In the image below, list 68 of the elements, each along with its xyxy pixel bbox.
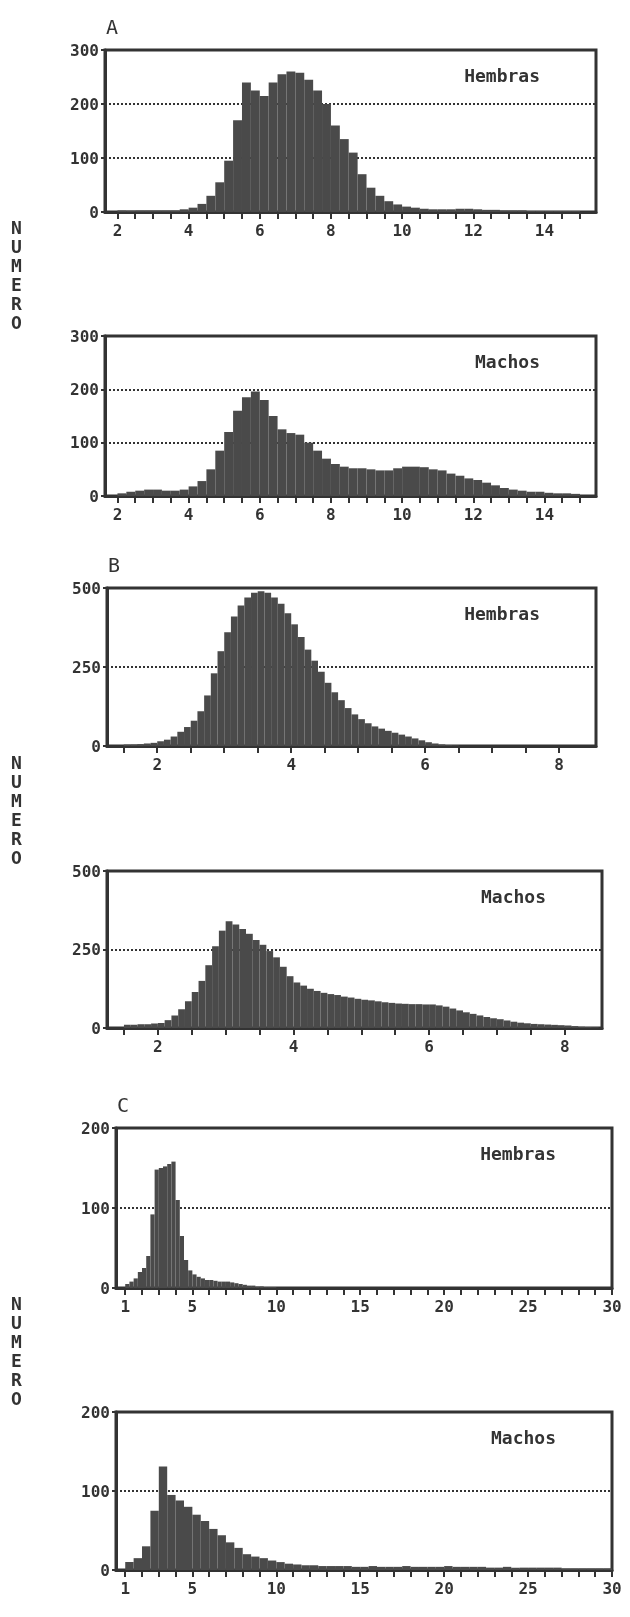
x-tick-label: 25 xyxy=(518,1296,538,1316)
x-tick-label: 1 xyxy=(120,1578,131,1598)
x-tick-label: 15 xyxy=(350,1578,370,1598)
x-tick-label: 4 xyxy=(288,1036,299,1056)
x-tick-label: 5 xyxy=(187,1578,198,1598)
y-tick-label: 0 xyxy=(100,1560,110,1580)
y-tick-label: 100 xyxy=(81,1198,110,1218)
y-tick-label: 200 xyxy=(81,1402,110,1422)
y-tick-label: 500 xyxy=(72,861,101,881)
x-tick-label: 8 xyxy=(559,1036,570,1056)
x-tick-label: 4 xyxy=(286,754,297,774)
x-tick-label: 8 xyxy=(326,504,336,524)
x-tick-label: 14 xyxy=(534,504,555,524)
y-tick-label: 100 xyxy=(81,1481,110,1501)
y-tick-label: 200 xyxy=(70,379,99,399)
annotation: Machos xyxy=(480,885,547,907)
x-tick-label: 30 xyxy=(602,1296,622,1316)
chart-title: B xyxy=(108,553,121,577)
x-tick-label: 2 xyxy=(112,220,123,240)
y-tick-label: 0 xyxy=(91,1018,101,1038)
y-tick-label: 300 xyxy=(70,326,99,346)
y-tick-label: 250 xyxy=(72,657,101,677)
x-tick-label: 4 xyxy=(183,504,194,524)
y-axis-title: NUMERO xyxy=(6,1293,27,1407)
x-tick-label: 2 xyxy=(152,754,163,774)
x-tick-label: 12 xyxy=(463,504,483,524)
y-axis-title: NUMERO xyxy=(6,751,27,866)
x-tick-label: 14 xyxy=(534,220,555,240)
x-tick-label: 10 xyxy=(266,1296,286,1316)
x-tick-label: 10 xyxy=(392,220,412,240)
y-tick-label: 0 xyxy=(89,486,99,506)
chart-title: A xyxy=(106,15,119,39)
x-tick-label: 2 xyxy=(112,504,123,524)
x-tick-label: 10 xyxy=(266,1578,286,1598)
x-tick-label: 30 xyxy=(602,1578,622,1598)
y-tick-label: 0 xyxy=(91,736,101,756)
y-tick-label: 0 xyxy=(100,1278,110,1298)
annotation: Hembras xyxy=(464,64,540,86)
y-tick-label: 200 xyxy=(81,1118,110,1138)
x-tick-label: 20 xyxy=(434,1578,454,1598)
y-tick-label: 200 xyxy=(70,94,99,114)
y-tick-label: 500 xyxy=(72,578,101,598)
x-tick-label: 4 xyxy=(183,220,194,240)
x-tick-label: 12 xyxy=(463,220,483,240)
annotation: Machos xyxy=(474,350,541,372)
y-tick-label: 250 xyxy=(72,940,101,959)
x-tick-label: 1 xyxy=(120,1296,131,1316)
y-tick-label: 100 xyxy=(70,148,99,168)
annotation: Machos xyxy=(490,1426,557,1448)
x-tick-label: 8 xyxy=(554,754,564,774)
x-tick-label: 20 xyxy=(434,1296,454,1316)
x-tick-label: 15 xyxy=(350,1296,370,1316)
x-tick-label: 6 xyxy=(424,1036,434,1056)
y-axis-title: NUMERO xyxy=(6,217,27,331)
x-tick-label: 6 xyxy=(254,504,265,524)
x-tick-label: 2 xyxy=(153,1036,163,1056)
x-tick-label: 10 xyxy=(392,504,412,524)
x-tick-label: 6 xyxy=(254,220,265,240)
x-tick-label: 5 xyxy=(187,1296,198,1316)
x-tick-label: 6 xyxy=(420,754,431,774)
y-tick-label: 0 xyxy=(89,202,99,222)
chart-title: C xyxy=(117,1093,130,1117)
annotation: Hembras xyxy=(464,602,540,624)
y-tick-label: 300 xyxy=(70,40,99,60)
annotation: Hembras xyxy=(480,1142,556,1164)
y-tick-label: 100 xyxy=(70,433,99,453)
x-tick-label: 8 xyxy=(326,220,336,240)
x-tick-label: 25 xyxy=(518,1578,538,1598)
